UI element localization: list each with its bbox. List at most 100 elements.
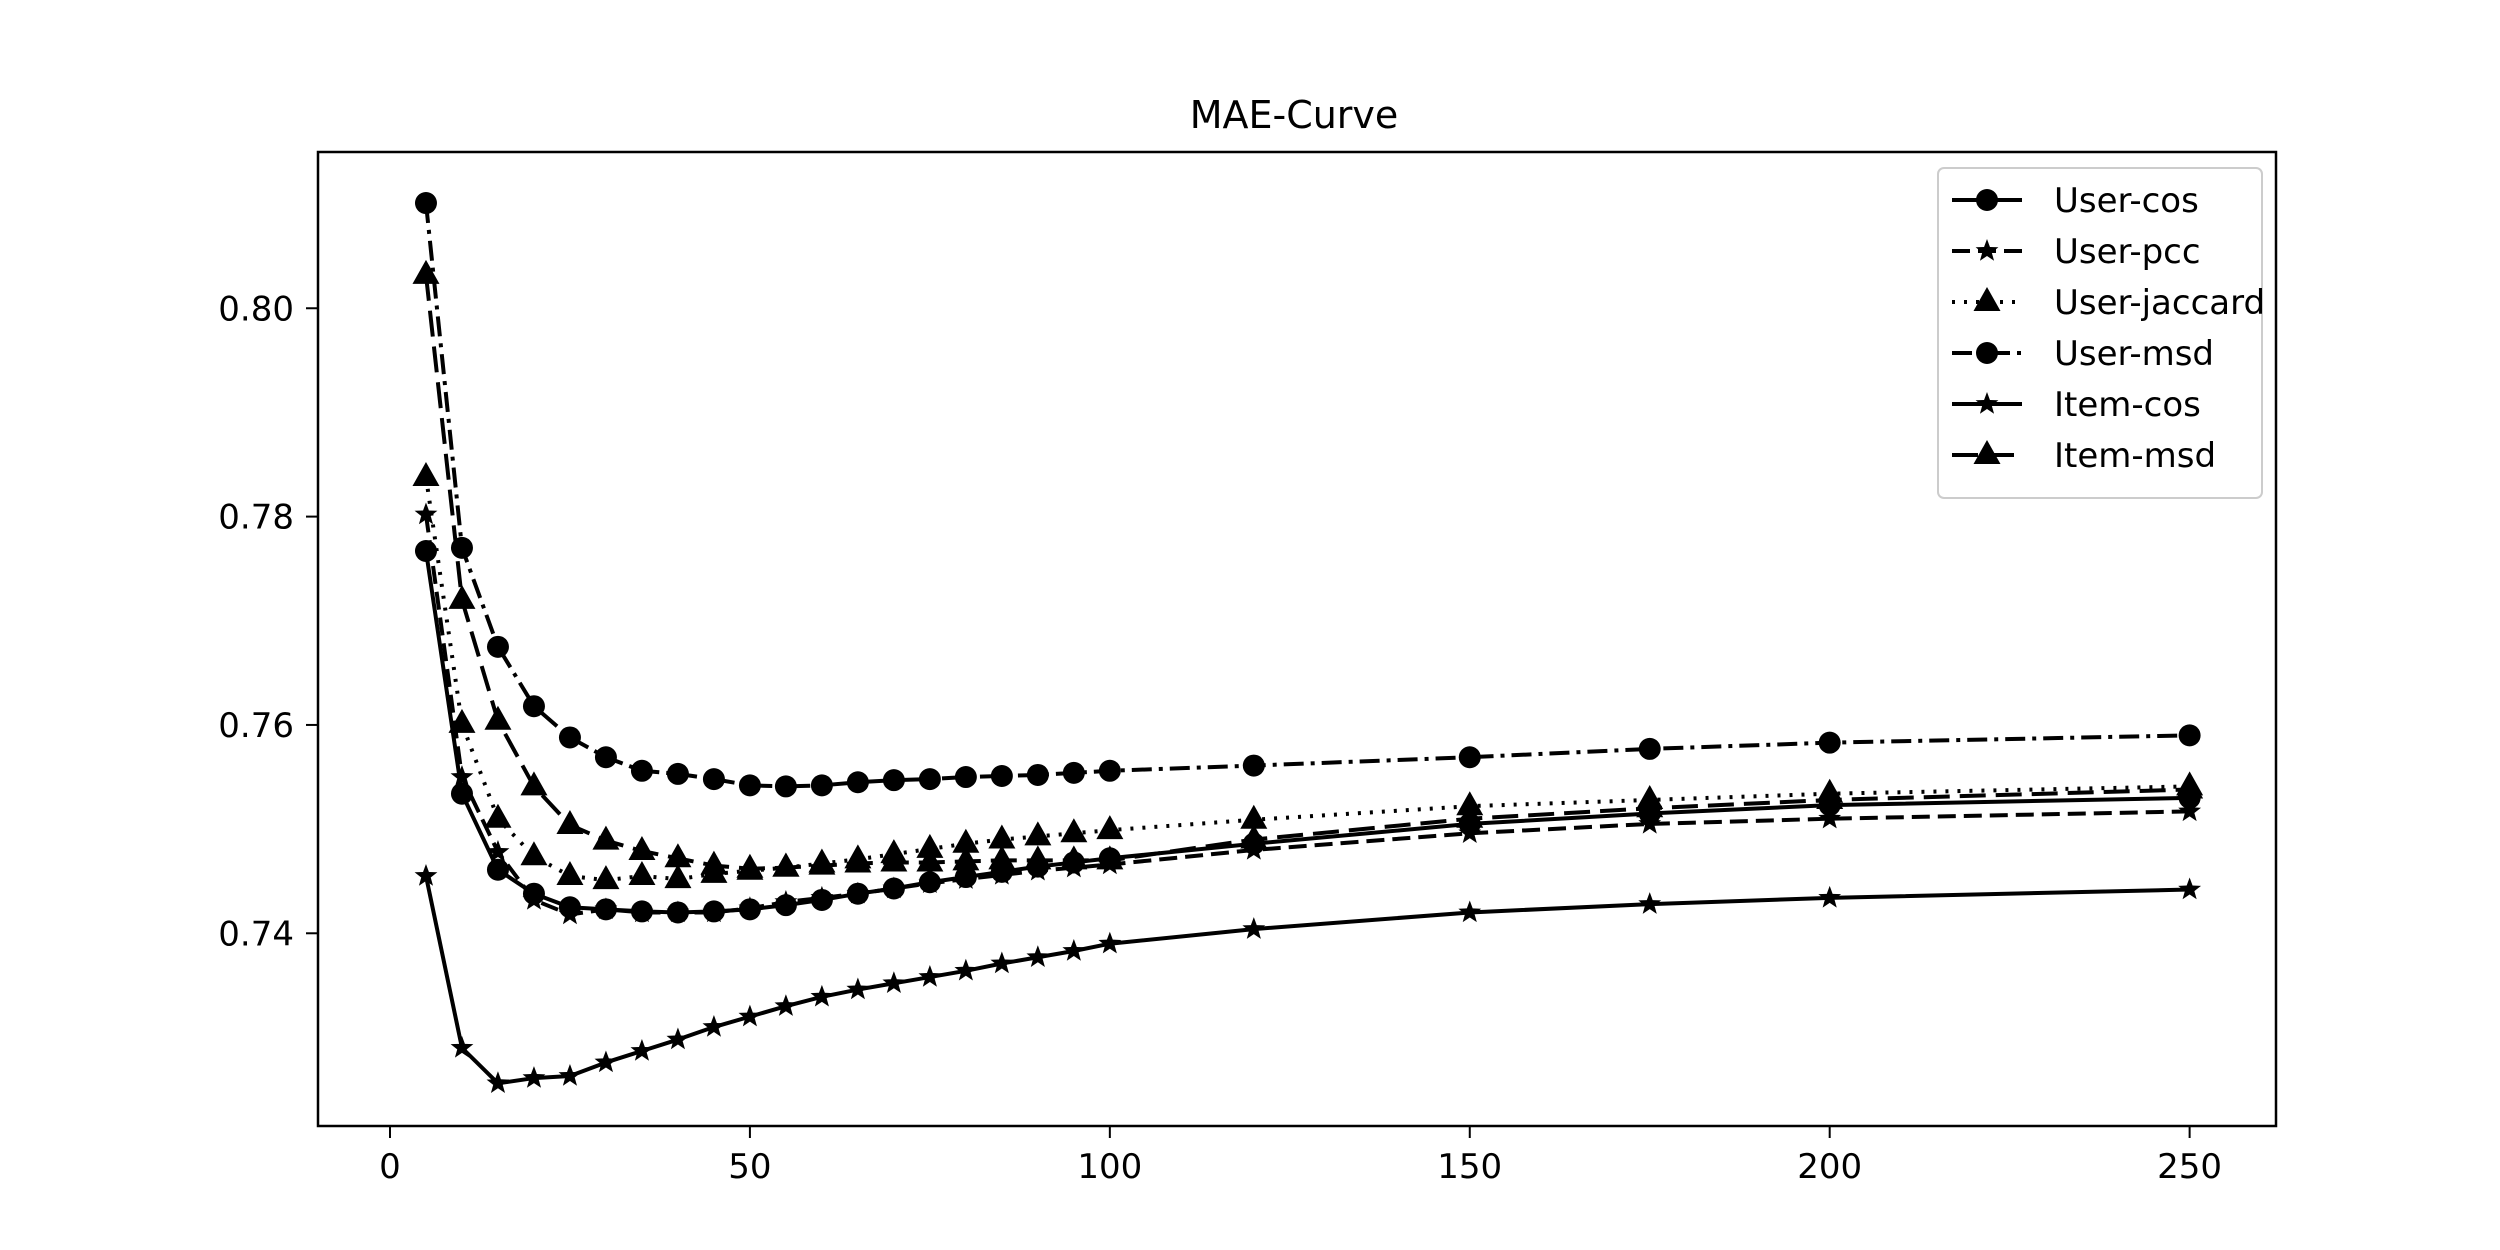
series-user-pcc	[414, 502, 2202, 925]
data-point	[414, 192, 437, 215]
data-point	[486, 1071, 510, 1093]
plot-area	[316, 150, 2278, 1128]
data-point	[810, 984, 834, 1007]
data-point	[736, 853, 764, 878]
data-point	[2178, 799, 2202, 822]
data-point	[594, 746, 617, 769]
legend-marker	[1976, 189, 1998, 211]
data-point	[810, 774, 833, 797]
y-tick-label: 0.80	[218, 289, 294, 329]
data-point	[954, 867, 978, 889]
legend-label: User-pcc	[2054, 232, 2201, 272]
data-point	[628, 860, 656, 885]
legend-marker	[1975, 392, 1999, 414]
data-point	[916, 847, 944, 872]
data-point	[954, 958, 978, 981]
data-point	[558, 726, 581, 749]
data-point	[484, 803, 512, 828]
series-item-msd	[412, 259, 2204, 878]
data-point	[556, 809, 584, 834]
data-point	[1240, 804, 1268, 829]
legend-label: User-cos	[2054, 181, 2199, 221]
data-point	[810, 885, 834, 908]
data-point	[486, 858, 509, 881]
data-point	[916, 833, 944, 858]
data-point	[520, 841, 548, 866]
data-point	[628, 835, 656, 860]
series-item-cos	[414, 863, 2202, 1093]
y-tick-label: 0.74	[218, 914, 294, 954]
data-point	[448, 584, 476, 609]
data-point	[666, 1027, 690, 1050]
data-point	[702, 1015, 726, 1037]
legend-entry: User-pcc	[1952, 232, 2201, 272]
x-tick-label: 50	[728, 1147, 771, 1187]
data-point	[630, 1039, 654, 1061]
x-tick-label: 150	[1437, 1147, 1502, 1187]
data-point	[1458, 746, 1481, 769]
data-point	[990, 764, 1013, 787]
data-point	[1456, 791, 1484, 816]
legend-entry: User-jaccard	[1952, 283, 2265, 323]
data-point	[918, 768, 941, 791]
data-point	[1638, 811, 1662, 834]
data-point	[594, 897, 618, 920]
data-point	[1062, 761, 1085, 784]
y-axis: 0.74 0.76 0.78 0.80	[218, 289, 318, 954]
data-point	[558, 902, 582, 925]
data-point	[520, 771, 548, 796]
data-point	[664, 843, 692, 868]
data-point	[1242, 754, 1265, 777]
data-point	[2178, 724, 2201, 747]
data-point	[558, 1064, 582, 1086]
chart-title: MAE-Curve	[1190, 93, 1399, 137]
data-point	[774, 994, 798, 1016]
data-point	[738, 774, 761, 797]
x-tick-label: 200	[1797, 1147, 1862, 1187]
x-tick-label: 100	[1077, 1147, 1142, 1187]
data-point	[702, 900, 726, 923]
data-point	[1026, 858, 1050, 881]
data-point	[666, 762, 689, 785]
data-point	[522, 887, 546, 910]
legend-marker	[1973, 287, 2001, 311]
legend-marker	[1973, 440, 2001, 464]
data-point	[1818, 731, 1841, 754]
data-point	[700, 850, 728, 875]
data-point	[666, 900, 690, 923]
data-point	[846, 881, 870, 904]
data-point	[664, 864, 692, 889]
data-point	[1638, 892, 1662, 914]
data-point	[990, 862, 1014, 885]
data-point	[1242, 837, 1266, 860]
data-point	[412, 259, 440, 284]
data-point	[952, 828, 980, 853]
data-point	[450, 1035, 474, 1058]
data-point	[844, 848, 872, 873]
data-point	[414, 502, 438, 525]
data-point	[1638, 737, 1661, 760]
data-point	[772, 852, 800, 877]
data-point	[1240, 824, 1268, 849]
data-point	[486, 635, 509, 658]
data-point	[2178, 877, 2202, 900]
data-point	[880, 847, 908, 872]
legend: User-cos User-pcc User-jaccard User-msd Item…	[1937, 167, 2265, 499]
legend-label: User-msd	[2054, 334, 2214, 374]
data-point	[738, 1004, 762, 1027]
data-point	[450, 765, 474, 787]
legend-entry: Item-cos	[1952, 385, 2201, 425]
data-point	[1458, 900, 1482, 923]
legend-label: User-jaccard	[2054, 283, 2265, 323]
data-point	[1024, 821, 1052, 846]
data-point	[592, 865, 620, 890]
data-point	[882, 971, 906, 993]
data-point	[1096, 845, 1124, 870]
x-tick-label: 0	[379, 1147, 401, 1187]
data-point	[774, 775, 797, 798]
data-point	[1096, 815, 1124, 840]
y-tick-label: 0.78	[218, 498, 294, 538]
data-point	[414, 863, 438, 886]
